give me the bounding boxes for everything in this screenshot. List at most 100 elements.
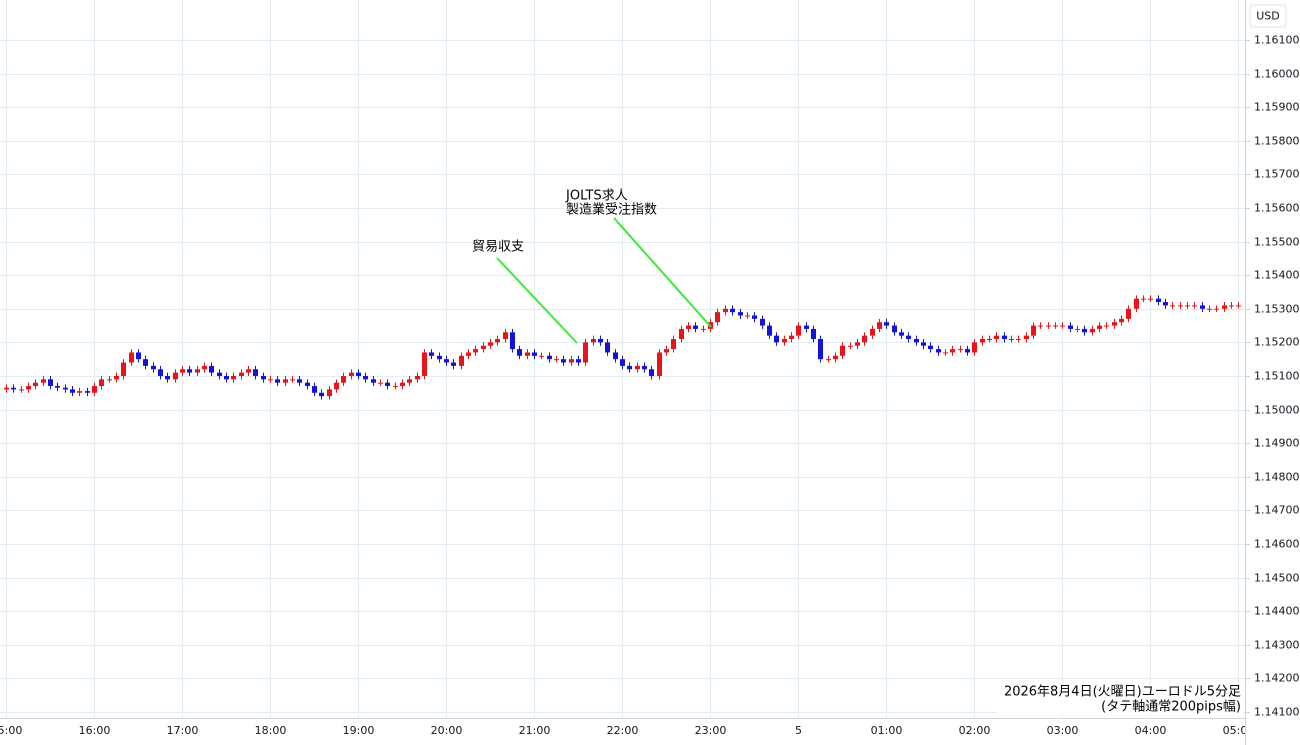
candle-body [1046, 325, 1051, 327]
candle-body [231, 375, 236, 380]
candle-body [77, 391, 82, 393]
candle-body [804, 325, 809, 329]
candle-body [657, 352, 662, 376]
candle-body [246, 369, 251, 373]
candle-body [811, 328, 816, 340]
candle-body [510, 332, 515, 350]
y-tick-label: 1.14600 [1254, 538, 1300, 551]
candle-body [591, 339, 596, 343]
y-tick-label: 1.16100 [1254, 34, 1300, 47]
candle-body [312, 386, 317, 393]
candle-body [385, 382, 390, 387]
candles [4, 295, 1241, 400]
candle-body [283, 379, 288, 383]
candle-body [129, 352, 134, 363]
y-tick-label: 1.16000 [1254, 68, 1300, 81]
candle-body [539, 355, 544, 357]
candle-body [268, 379, 273, 381]
candle-body [33, 382, 38, 387]
candle-body [11, 387, 16, 390]
candle-body [253, 369, 258, 376]
candle-body [41, 379, 46, 383]
candle-body [473, 349, 478, 353]
candle-body [26, 386, 31, 390]
candle-body [356, 372, 361, 376]
candle-body [92, 386, 97, 393]
y-tick-label: 1.14700 [1254, 504, 1300, 517]
candle-body [870, 328, 875, 336]
candle-body [642, 365, 647, 370]
candle-body [503, 332, 508, 340]
candle-body [965, 349, 970, 353]
candle-body [862, 335, 867, 343]
candle-body [319, 392, 324, 397]
x-tick-label: 20:00 [431, 724, 463, 737]
y-tick-label: 1.14900 [1254, 437, 1300, 450]
candle-body [943, 352, 948, 354]
y-tick-label: 1.14800 [1254, 471, 1300, 484]
candle-body [914, 339, 919, 343]
candle-body [275, 379, 280, 383]
x-tick-label: 19:00 [343, 724, 375, 737]
candle-body [994, 335, 999, 340]
candle-body [796, 325, 801, 336]
candle-body [693, 325, 698, 329]
candle-body [892, 325, 897, 333]
candle-body [554, 359, 559, 361]
candle-body [1112, 322, 1117, 326]
candle-body [547, 355, 552, 360]
candle-body [767, 325, 772, 336]
candle-body [349, 372, 354, 376]
y-tick-label: 1.15300 [1254, 303, 1300, 316]
candle-body [576, 359, 581, 363]
candle-body [261, 375, 266, 380]
candle-body [605, 342, 610, 353]
y-tick-label: 1.15500 [1254, 236, 1300, 249]
x-tick-label: 23:00 [695, 724, 727, 737]
candle-body [55, 386, 60, 388]
candle-body [444, 359, 449, 363]
annotation: 貿易収支 [472, 240, 524, 255]
candle-body [121, 362, 126, 376]
candle-body [239, 372, 244, 376]
y-tick-label: 1.14200 [1254, 672, 1300, 685]
candle-body [738, 312, 743, 316]
candle-body [1119, 318, 1124, 323]
candle-body [1126, 308, 1131, 319]
candle-body [972, 342, 977, 353]
candle-body [561, 359, 566, 363]
candle-body [422, 352, 427, 376]
candle-body [488, 342, 493, 346]
candle-body [209, 365, 214, 373]
y-tick-label: 1.15600 [1254, 202, 1300, 215]
y-tick-label: 1.15800 [1254, 135, 1300, 148]
candle-body [1170, 305, 1175, 307]
annotation-line [496, 257, 578, 344]
candle-body [481, 345, 486, 350]
x-axis: 15:00 16:00 17:00 18:00 19:00 20:00 21:00 22:00… [0, 724, 1245, 737]
candle-body [400, 382, 405, 387]
candle-body [664, 349, 669, 353]
x-tick-label: 02:00 [959, 724, 991, 737]
grid [0, 0, 1245, 718]
candle-body [224, 375, 229, 380]
candle-body [649, 369, 654, 376]
x-tick-label: 18:00 [255, 724, 287, 737]
x-tick-label: 21:00 [519, 724, 551, 737]
candle-body [1185, 305, 1190, 307]
x-tick-label: 5 [795, 724, 802, 737]
candle-body [187, 369, 192, 373]
y-tick-label: 1.15900 [1254, 101, 1300, 114]
candle-body [1207, 308, 1212, 310]
candle-body [701, 328, 706, 330]
y-tick-label: 1.15200 [1254, 336, 1300, 349]
candle-body [848, 345, 853, 347]
candle-body [4, 387, 9, 390]
candle-body [1097, 325, 1102, 329]
candle-body [466, 352, 471, 356]
candle-body [1104, 325, 1109, 327]
candle-body [1038, 325, 1043, 327]
annotation: JOLTS求人 [565, 189, 628, 204]
candle-body [173, 372, 178, 380]
x-tick-label: 16:00 [79, 724, 111, 737]
